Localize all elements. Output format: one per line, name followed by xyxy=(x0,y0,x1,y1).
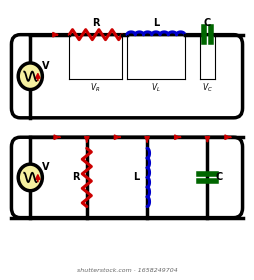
Text: $V_L$: $V_L$ xyxy=(151,82,161,94)
Text: R: R xyxy=(92,18,99,28)
Text: C: C xyxy=(204,18,211,28)
Circle shape xyxy=(18,63,42,90)
Text: $V_R$: $V_R$ xyxy=(90,82,101,94)
Text: R: R xyxy=(72,172,79,183)
Text: L: L xyxy=(153,18,159,28)
Circle shape xyxy=(18,164,42,191)
Text: V: V xyxy=(42,61,49,71)
Text: C: C xyxy=(215,172,222,183)
Text: V: V xyxy=(42,162,49,172)
Text: L: L xyxy=(133,172,139,183)
Text: shutterstock.com · 1658249704: shutterstock.com · 1658249704 xyxy=(77,268,177,273)
Text: $V_C$: $V_C$ xyxy=(202,82,213,94)
